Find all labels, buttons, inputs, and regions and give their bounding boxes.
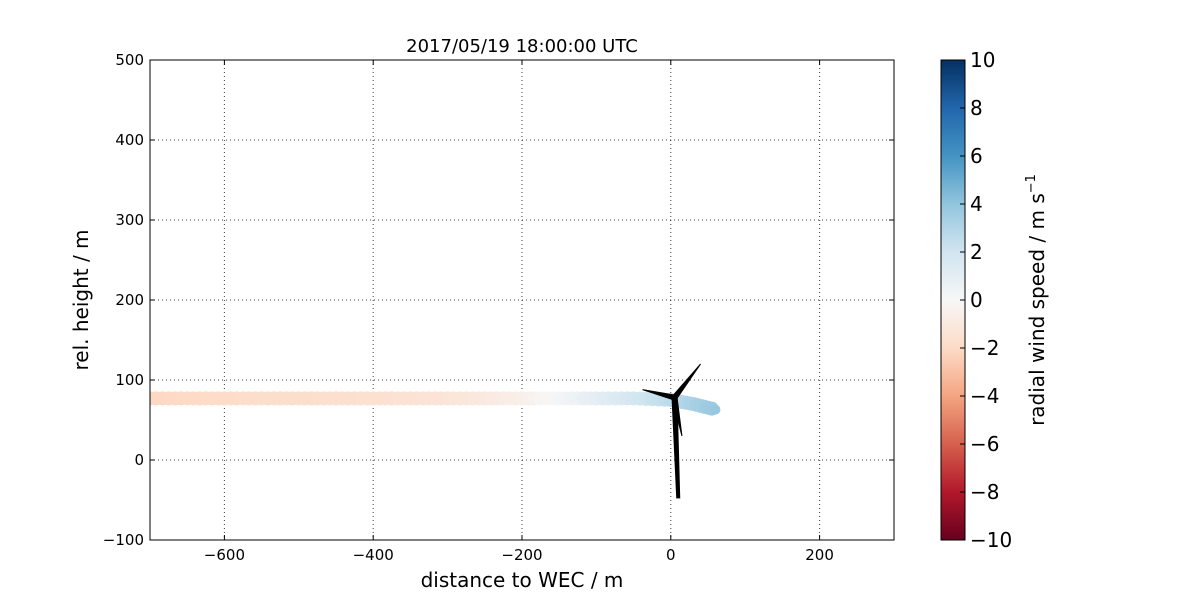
x-tick-label: 0 <box>666 546 676 564</box>
colorbar: 10 8 6 4 2 0 −2 −4 −6 −8 −10 radial wind speed / m… <box>940 48 1049 552</box>
y-tick-label: −100 <box>103 531 144 549</box>
x-tick-label: −600 <box>204 546 245 564</box>
y-tick-label: 100 <box>115 371 144 389</box>
y-tick-label: 300 <box>115 211 144 229</box>
y-tick-label: 500 <box>115 51 144 69</box>
x-axis-label: distance to WEC / m <box>421 568 624 592</box>
y-axis-ticks: −100 0 100 200 300 400 500 <box>103 51 894 549</box>
colorbar-tick-label: 2 <box>970 240 983 264</box>
colorbar-tick-label: −8 <box>970 480 999 504</box>
y-tick-label: 400 <box>115 131 144 149</box>
scatter-layer <box>150 391 721 416</box>
x-tick-label: −400 <box>353 546 394 564</box>
grid <box>150 60 894 540</box>
colorbar-tick-label: −6 <box>970 432 999 456</box>
y-tick-label: 0 <box>134 451 144 469</box>
x-axis-ticks: −600 −400 −200 0 200 <box>204 60 834 564</box>
colorbar-label-text: radial wind speed / m s <box>1025 193 1049 426</box>
chart-title: 2017/05/19 18:00:00 UTC <box>406 36 638 57</box>
colorbar-tick-label: 6 <box>970 144 983 168</box>
colorbar-tick-label: 0 <box>970 288 983 312</box>
colorbar-tick-label: 10 <box>970 48 995 72</box>
colorbar-tick-label: 8 <box>970 96 983 120</box>
y-axis-label: rel. height / m <box>69 229 93 370</box>
colorbar-tick-label: −2 <box>970 336 999 360</box>
colorbar-tick-label: −10 <box>970 528 1012 552</box>
x-tick-label: 200 <box>805 546 834 564</box>
colorbar-label-exponent: −1 <box>1024 174 1039 193</box>
y-tick-label: 200 <box>115 291 144 309</box>
turbine-hub <box>671 394 679 402</box>
x-tick-label: −200 <box>501 546 542 564</box>
wind-turbine-icon <box>642 363 701 499</box>
colorbar-label: radial wind speed / m s−1 <box>1024 174 1049 426</box>
plot-area: −600 −400 −200 0 200 −100 0 100 200 300 400 500 <box>103 51 895 564</box>
colorbar-tick-label: 4 <box>970 192 983 216</box>
data-point <box>710 404 721 415</box>
colorbar-tick-label: −4 <box>970 384 999 408</box>
colorbar-ticks: 10 8 6 4 2 0 −2 −4 −6 −8 −10 <box>960 48 1012 552</box>
